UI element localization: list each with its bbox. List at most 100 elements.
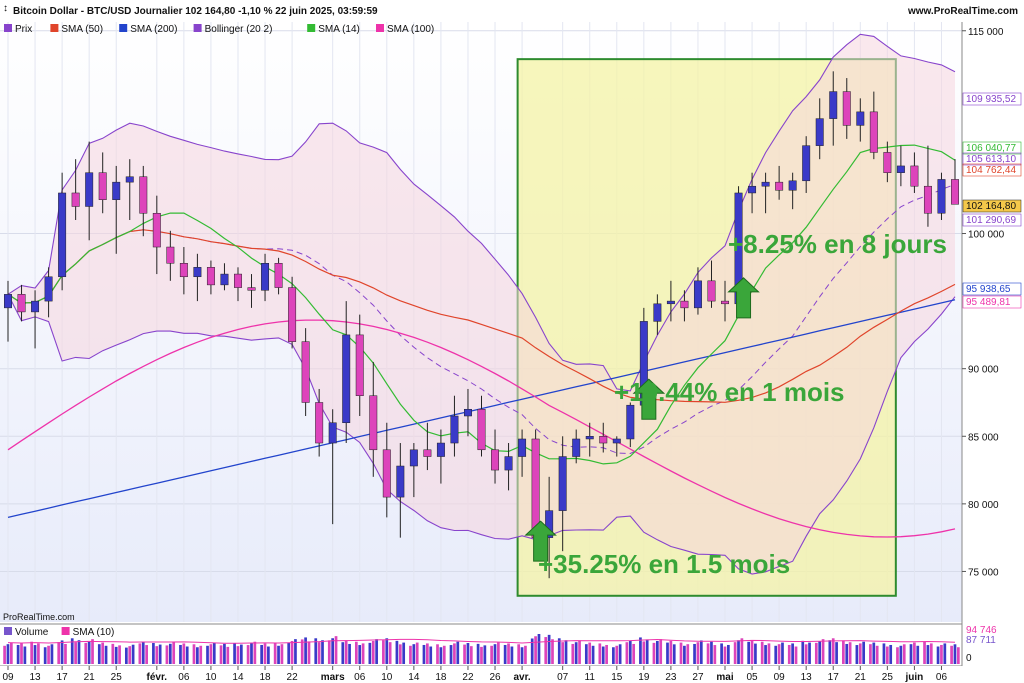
candle-body xyxy=(477,408,486,451)
volume-bar xyxy=(612,647,615,664)
volume-bar xyxy=(862,641,866,664)
volume-bar xyxy=(896,647,899,664)
volume-bar xyxy=(375,639,378,664)
volume-bar xyxy=(43,647,47,664)
volume-bar xyxy=(3,645,6,664)
volume-bar xyxy=(520,647,524,664)
volume-bar xyxy=(476,643,480,664)
volume-bar xyxy=(388,642,392,664)
volume-bar xyxy=(6,644,10,664)
candle-body xyxy=(937,179,946,214)
bollinger-lower xyxy=(7,294,956,575)
candle-body xyxy=(125,176,134,183)
volume-bar xyxy=(561,642,564,664)
candle-body xyxy=(951,179,959,205)
volume-bar xyxy=(74,642,77,664)
candle-body xyxy=(98,172,107,200)
x-tick-label: 15 xyxy=(611,672,623,683)
volume-bar xyxy=(158,644,162,664)
volume-bar xyxy=(760,641,764,664)
candle-body xyxy=(423,449,432,457)
volume-bar xyxy=(591,645,595,664)
candle-body xyxy=(666,300,675,305)
volume-bar xyxy=(290,641,294,664)
candle-body xyxy=(17,294,26,313)
volume-bar xyxy=(84,642,88,664)
volume-bar xyxy=(923,641,926,664)
volume-bar xyxy=(814,642,818,664)
volume-bar xyxy=(571,643,575,664)
legend-label: SMA (50) xyxy=(61,24,103,35)
volume-bar xyxy=(439,647,443,664)
volume-bar xyxy=(409,645,412,664)
volume-bar xyxy=(889,644,893,664)
candle-body xyxy=(179,263,188,278)
volume-bar xyxy=(882,643,886,664)
volume-bar xyxy=(124,647,128,664)
arrow-up-icon xyxy=(524,520,557,562)
volume-bar xyxy=(277,645,280,664)
candle-body xyxy=(829,91,838,119)
x-tick-label: févr. xyxy=(147,672,168,683)
x-tick-label: 09 xyxy=(774,672,786,683)
candle-body xyxy=(680,300,689,309)
volume-bar xyxy=(263,643,267,664)
date-axis: 09 13 17 21 25 févr. 06 10 14 18 22 mars 06 10 14 18 22 2… xyxy=(0,666,1024,683)
volume-label: 87 711 xyxy=(966,635,996,646)
candle-body xyxy=(436,442,445,457)
volume-bar xyxy=(503,644,507,664)
volume-bar xyxy=(152,643,155,664)
price-label: 95 938,65 xyxy=(966,284,1011,295)
volume-bar xyxy=(260,644,263,664)
volume-bar xyxy=(449,645,453,664)
volume-bar xyxy=(469,646,473,664)
x-tick-label: 17 xyxy=(57,672,69,683)
volume-bar xyxy=(588,642,592,664)
candle-body xyxy=(396,465,405,498)
volume-bar xyxy=(615,645,619,664)
x-tick-label: 06 xyxy=(178,672,190,683)
volume-bar xyxy=(957,647,960,664)
x-tick-label: 22 xyxy=(287,672,299,683)
x-tick-label: 05 xyxy=(747,672,759,683)
volume-bar xyxy=(273,642,277,664)
volume-bar xyxy=(929,643,933,664)
volume-bar xyxy=(348,643,351,664)
axis-background xyxy=(962,22,1024,666)
volume-bar xyxy=(655,641,659,664)
volume-bar xyxy=(196,647,199,664)
x-tick-label: mai xyxy=(716,672,733,683)
x-tick-label: 11 xyxy=(585,672,596,683)
volume-bar xyxy=(943,643,947,664)
volume-bar xyxy=(584,644,588,664)
volume-legend: Volume SMA (10) xyxy=(4,627,114,638)
volume-bar xyxy=(395,640,399,664)
volume-bar xyxy=(436,644,439,664)
price-label-border xyxy=(962,92,1022,106)
volume-bar xyxy=(875,645,879,664)
volume-bar xyxy=(507,643,510,664)
volume-bar xyxy=(23,646,27,664)
volume-legend-swatch xyxy=(61,627,70,635)
volume-bar xyxy=(699,640,703,664)
candle-body xyxy=(112,181,121,200)
candle-body xyxy=(274,263,283,288)
legend-label: Bollinger (20 2) xyxy=(205,24,273,35)
chart-title: Bitcoin Dollar - BTC/USD Journalier 102 … xyxy=(13,6,378,17)
candle-body xyxy=(261,263,270,291)
volume-bar xyxy=(855,645,859,664)
site-name: www.ProRealTime.com xyxy=(907,6,1018,17)
legend-swatch xyxy=(193,24,202,32)
volume-bar xyxy=(902,644,906,664)
volume-bar xyxy=(463,644,466,664)
volume-bar xyxy=(131,644,135,664)
header-bar xyxy=(0,0,1024,21)
volume-bar xyxy=(710,641,713,664)
volume-bar xyxy=(950,645,953,664)
volume-bar xyxy=(223,643,226,664)
candle-body xyxy=(504,456,513,471)
candle-body xyxy=(883,152,892,173)
volume-bar xyxy=(544,637,548,664)
candle-body xyxy=(328,422,337,444)
